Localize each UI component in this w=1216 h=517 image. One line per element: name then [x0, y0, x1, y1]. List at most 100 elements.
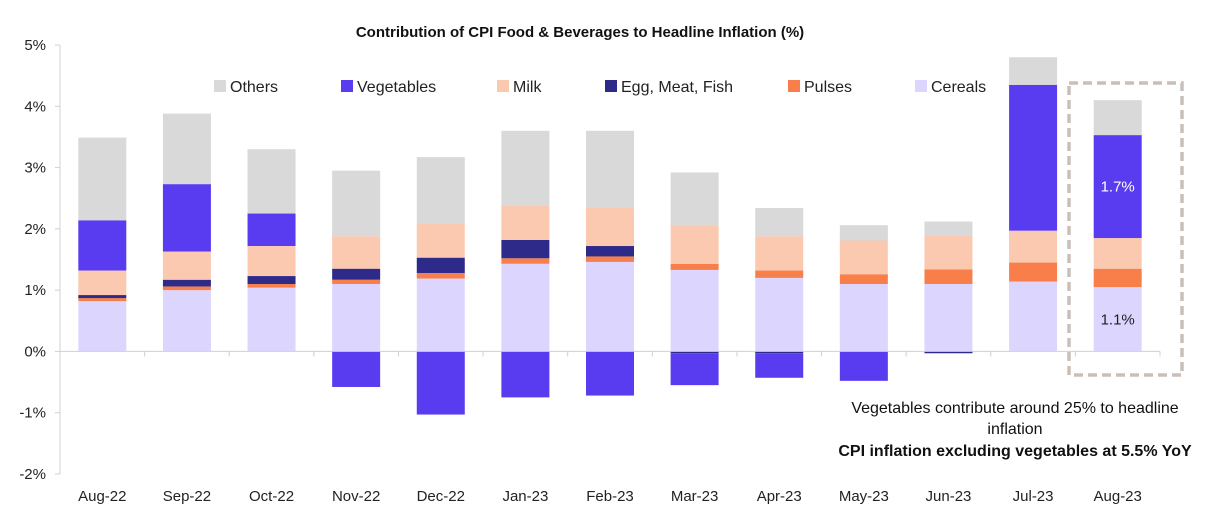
legend-swatch-cereals: [915, 80, 927, 92]
bar-milk-apr-23: [755, 236, 804, 271]
bar-vegetables-sep-22: [162, 184, 211, 252]
y-tick-label: 1%: [24, 282, 46, 299]
y-tick-label: 3%: [24, 160, 46, 177]
legend-swatch-milk: [497, 80, 509, 92]
data-labels: 1.7% 1.1%: [1101, 179, 1135, 329]
bar-egg-meat-fish-mar-23: [670, 351, 719, 354]
x-tick-label: Mar-23: [671, 488, 719, 505]
bar-cereals-feb-23: [586, 261, 634, 352]
x-tick-label: Aug-23: [1094, 488, 1142, 505]
bar-milk-nov-22: [332, 236, 381, 269]
bar-milk-aug-23: [1093, 238, 1142, 269]
bar-vegetables-apr-23: [755, 353, 804, 378]
x-tick-label: May-23: [839, 488, 889, 505]
x-tick-label: Nov-22: [332, 488, 380, 505]
bar-vegetables-may-23: [839, 351, 888, 381]
bar-cereals-aug-22: [78, 301, 127, 352]
legend-swatch-vegetables: [341, 80, 353, 92]
y-tick-label: 5%: [24, 37, 46, 54]
bar-others-jun-23: [924, 221, 973, 236]
bar-pulses-jul-23: [1009, 262, 1058, 282]
bar-pulses-sep-22: [162, 286, 211, 291]
y-tick-label: 0%: [24, 343, 46, 360]
bar-pulses-nov-22: [332, 279, 381, 285]
bar-egg-meat-fish-jun-23: [924, 351, 973, 354]
highlight-box: [1067, 81, 1184, 377]
bar-others-nov-22: [332, 170, 381, 237]
legend-label-milk: Milk: [513, 79, 542, 96]
bar-egg-meat-fish-apr-23: [755, 351, 804, 354]
y-tick-label: 2%: [24, 221, 46, 238]
bar-milk-sep-22: [162, 251, 211, 280]
bar-vegetables-aug-22: [78, 220, 127, 271]
legend-label-vegetables: Vegetables: [357, 79, 436, 96]
y-tick-label: 4%: [24, 98, 46, 115]
bar-cereals-jan-23: [501, 263, 550, 352]
y-tick-label: -1%: [19, 405, 46, 422]
bar-milk-oct-22: [247, 246, 296, 277]
bar-others-aug-22: [78, 137, 127, 221]
bar-pulses-may-23: [839, 274, 888, 285]
bar-cereals-jul-23: [1009, 281, 1058, 352]
bar-vegetables-oct-22: [247, 213, 296, 247]
bar-egg-meat-fish-aug-22: [78, 295, 127, 299]
chart-title: Contribution of CPI Food & Beverages to …: [356, 24, 804, 41]
bar-egg-meat-fish-jan-23: [501, 239, 550, 259]
legend-label-pulses: Pulses: [804, 79, 852, 96]
bar-vegetables-aug-23: [1093, 135, 1142, 239]
bar-cereals-nov-22: [332, 284, 381, 352]
y-axis: -2% -1% 0% 1% 2% 3% 4% 5%: [19, 37, 61, 483]
bar-others-feb-23: [586, 130, 634, 209]
bar-pulses-mar-23: [670, 263, 719, 270]
bar-vegetables-mar-23: [670, 353, 719, 386]
legend-label-cereals: Cereals: [931, 79, 986, 96]
bar-pulses-aug-22: [78, 298, 127, 302]
legend-label-others: Others: [230, 79, 278, 96]
bar-egg-meat-fish-nov-22: [332, 268, 381, 280]
bar-vegetables-nov-22: [332, 351, 381, 387]
data-label-cereals-aug-23: 1.1%: [1101, 311, 1135, 328]
bar-milk-jul-23: [1009, 230, 1058, 263]
bar-cereals-dec-22: [416, 278, 465, 352]
bar-egg-meat-fish-sep-22: [162, 279, 211, 287]
bar-milk-aug-22: [78, 270, 127, 296]
bar-milk-mar-23: [670, 225, 719, 264]
bar-others-oct-22: [247, 149, 296, 214]
annotation-line-2: inflation: [987, 421, 1042, 438]
data-label-vegetables-aug-23: 1.7%: [1101, 179, 1135, 196]
legend-label-egg-meat-fish: Egg, Meat, Fish: [621, 79, 733, 96]
x-tick-label: Jan-23: [502, 488, 548, 505]
bar-pulses-dec-22: [416, 272, 465, 279]
y-tick-label: -2%: [19, 466, 46, 483]
bar-cereals-oct-22: [247, 287, 296, 352]
bars: [78, 57, 1142, 415]
bar-cereals-may-23: [839, 284, 888, 352]
legend-swatch-others: [214, 80, 226, 92]
bar-milk-jun-23: [924, 235, 973, 270]
bar-vegetables-dec-22: [416, 351, 465, 415]
bar-others-mar-23: [670, 172, 719, 226]
bar-pulses-oct-22: [247, 284, 296, 288]
x-tick-label: Feb-23: [586, 488, 634, 505]
bar-cereals-jun-23: [924, 284, 973, 352]
x-tick-label: Oct-22: [249, 488, 294, 505]
bar-milk-dec-22: [416, 223, 465, 258]
x-tick-label: Apr-23: [757, 488, 802, 505]
bar-cereals-sep-22: [162, 290, 211, 352]
x-tick-label: Dec-22: [417, 488, 465, 505]
bar-others-apr-23: [755, 208, 804, 237]
bar-egg-meat-fish-feb-23: [586, 246, 634, 257]
legend: Others Vegetables Milk Egg, Meat, Fish Pulse…: [214, 79, 986, 96]
bar-pulses-jan-23: [501, 258, 550, 264]
bar-others-dec-22: [416, 157, 465, 224]
legend-swatch-pulses: [788, 80, 800, 92]
bar-milk-jan-23: [501, 205, 550, 240]
bar-others-aug-23: [1093, 100, 1142, 136]
bar-others-sep-22: [162, 113, 211, 185]
bar-pulses-feb-23: [586, 256, 634, 262]
bar-pulses-apr-23: [755, 270, 804, 278]
x-tick-label: Jun-23: [926, 488, 972, 505]
bar-milk-feb-23: [586, 208, 634, 247]
bar-milk-may-23: [839, 240, 888, 275]
